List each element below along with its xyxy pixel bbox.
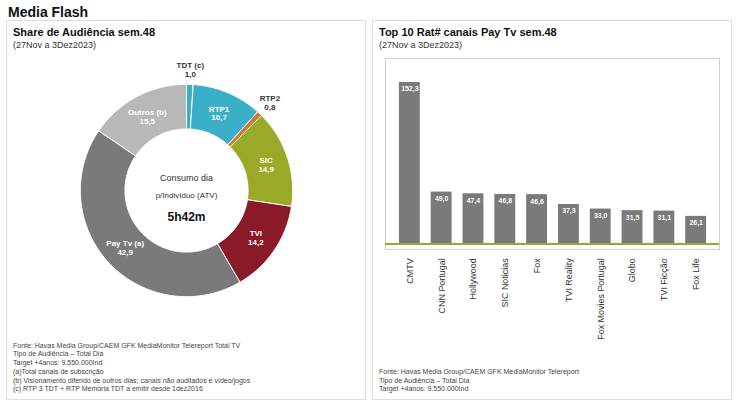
svg-text:Fox Life: Fox Life [691, 258, 701, 290]
html-text:Media Flash: Media Flash [8, 4, 89, 20]
svg-text:Globo: Globo [627, 258, 637, 282]
svg-text:Consumo dia: Consumo dia [160, 173, 213, 183]
svg-text:31,5: 31,5 [626, 214, 640, 222]
svg-text:TVI Ficção: TVI Ficção [659, 258, 669, 301]
svg-text:49,0: 49,0 [435, 195, 449, 203]
html-text:Top 10 Rat# canais Pay Tv sem.: Top 10 Rat# canais Pay Tv sem.48 [379, 26, 557, 38]
svg-text:Outros (b)15,5: Outros (b)15,5 [128, 108, 167, 126]
svg-text:TDT (c)1,0: TDT (c)1,0 [177, 61, 205, 79]
svg-text:SIC14,9: SIC14,9 [258, 156, 274, 174]
html-text:(27Nov a 3Dez2023): (27Nov a 3Dez2023) [13, 40, 97, 50]
svg-text:Fox: Fox [532, 258, 542, 273]
svg-text:RTP20,8: RTP20,8 [260, 94, 281, 112]
svg-text:SIC Noticias: SIC Noticias [500, 258, 510, 308]
svg-text:46,8: 46,8 [499, 197, 513, 205]
svg-text:31,1: 31,1 [658, 214, 672, 222]
svg-text:33,0: 33,0 [594, 212, 608, 220]
svg-text:46,6: 46,6 [530, 198, 544, 206]
svg-text:Fox Movies Portugal: Fox Movies Portugal [596, 258, 606, 339]
html-text:Fonte: Havas Media Group/CAEM: Fonte: Havas Media Group/CAEM GFK MediaM… [13, 341, 251, 393]
svg-text:5h42m: 5h42m [167, 210, 205, 224]
svg-text:TVI Reality: TVI Reality [564, 258, 574, 302]
svg-text:p/Indivíduo (ATV): p/Indivíduo (ATV) [156, 191, 218, 200]
svg-text:Hollywood: Hollywood [468, 258, 478, 299]
html-text:Share de Audiência sem.48: Share de Audiência sem.48 [13, 26, 155, 38]
svg-text:47,4: 47,4 [467, 197, 481, 205]
svg-text:37,3: 37,3 [562, 207, 576, 215]
svg-text:CMTV: CMTV [405, 258, 415, 283]
svg-text:CNN Portugal: CNN Portugal [437, 258, 447, 313]
svg-text:152,3: 152,3 [401, 85, 419, 93]
svg-text:Pay Tv (a)42,9: Pay Tv (a)42,9 [106, 239, 144, 257]
svg-text:TVI14,2: TVI14,2 [248, 229, 264, 247]
html-text:(27Nov a 3Dez2023): (27Nov a 3Dez2023) [379, 40, 463, 50]
svg-text:RTP110,7: RTP110,7 [209, 105, 230, 123]
svg-text:26,1: 26,1 [689, 219, 703, 227]
html-text:Fonte: Havas Media Group/CAEM: Fonte: Havas Media Group/CAEM GFK MediaM… [379, 367, 579, 393]
